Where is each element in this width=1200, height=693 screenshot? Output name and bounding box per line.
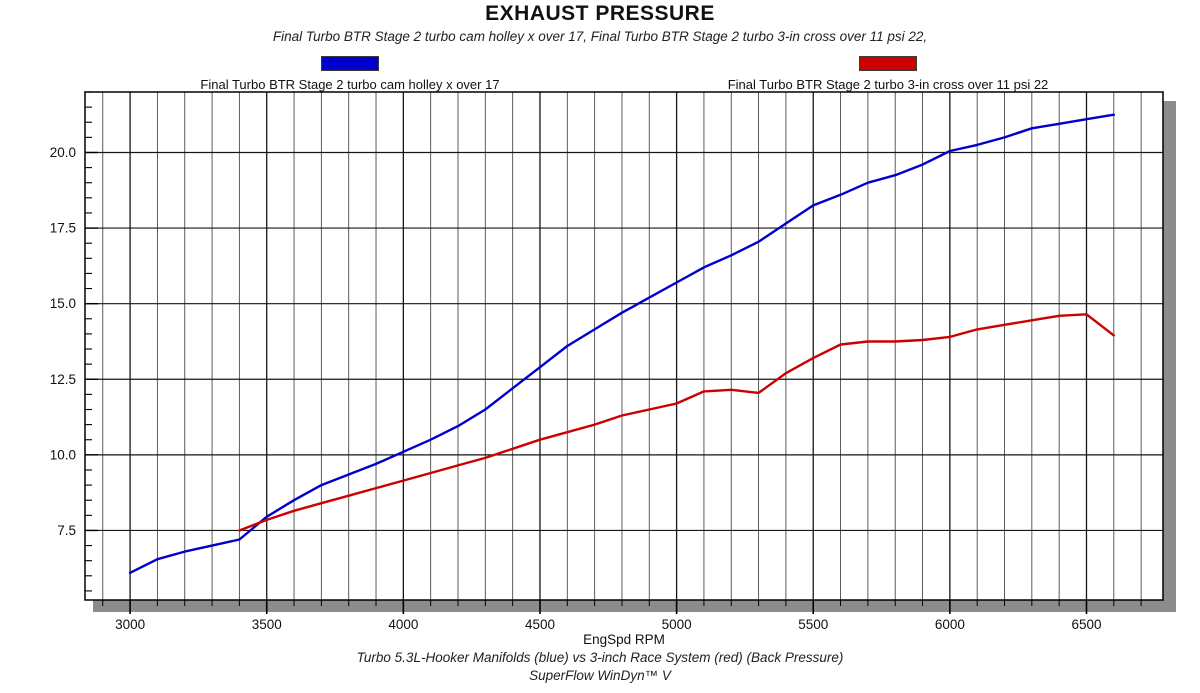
y-axis-tick-label: 10.0 — [50, 447, 76, 462]
legend-label-blue: Final Turbo BTR Stage 2 turbo cam holley… — [200, 77, 500, 92]
x-axis-tick-label: 5500 — [798, 617, 828, 632]
plot-shadow-bottom — [93, 600, 1176, 612]
footer-caption: Turbo 5.3L-Hooker Manifolds (blue) vs 3-… — [356, 650, 844, 665]
page-subtitle: Final Turbo BTR Stage 2 turbo cam holley… — [272, 29, 928, 44]
y-axis-tick-label: 15.0 — [50, 296, 76, 311]
x-axis-tick-label: 5000 — [662, 617, 692, 632]
y-axis-tick-label: 12.5 — [50, 372, 76, 387]
plot-background — [85, 92, 1163, 600]
plot-shadow-right — [1163, 101, 1176, 612]
legend-label-red: Final Turbo BTR Stage 2 turbo 3-in cross… — [727, 77, 1049, 92]
x-axis-tick-label: 3500 — [252, 617, 282, 632]
y-axis-tick-label: 7.5 — [57, 523, 76, 538]
y-axis-tick-label: 20.0 — [50, 145, 76, 160]
plot-frame — [84, 91, 1164, 601]
legend-swatch-red-icon — [859, 56, 917, 71]
legend-item-red: Final Turbo BTR Stage 2 turbo 3-in cross… — [668, 56, 1108, 92]
x-axis-tick-label: 6500 — [1071, 617, 1101, 632]
x-axis-title: EngSpd RPM — [583, 632, 665, 647]
x-axis-tick-label: 6000 — [935, 617, 965, 632]
series-line-blue — [128, 113, 1116, 574]
page-title: EXHAUST PRESSURE — [485, 2, 715, 25]
x-axis-tick-label: 4500 — [525, 617, 555, 632]
series-line-red — [238, 313, 1116, 532]
footer-app-name: SuperFlow WinDyn™ V — [529, 668, 671, 683]
y-axis-tick-label: 17.5 — [50, 221, 76, 236]
legend-swatch-blue-icon — [321, 56, 379, 71]
x-axis-tick-label: 4000 — [388, 617, 418, 632]
legend-item-blue: Final Turbo BTR Stage 2 turbo cam holley… — [130, 56, 570, 92]
x-axis-tick-label: 3000 — [115, 617, 145, 632]
